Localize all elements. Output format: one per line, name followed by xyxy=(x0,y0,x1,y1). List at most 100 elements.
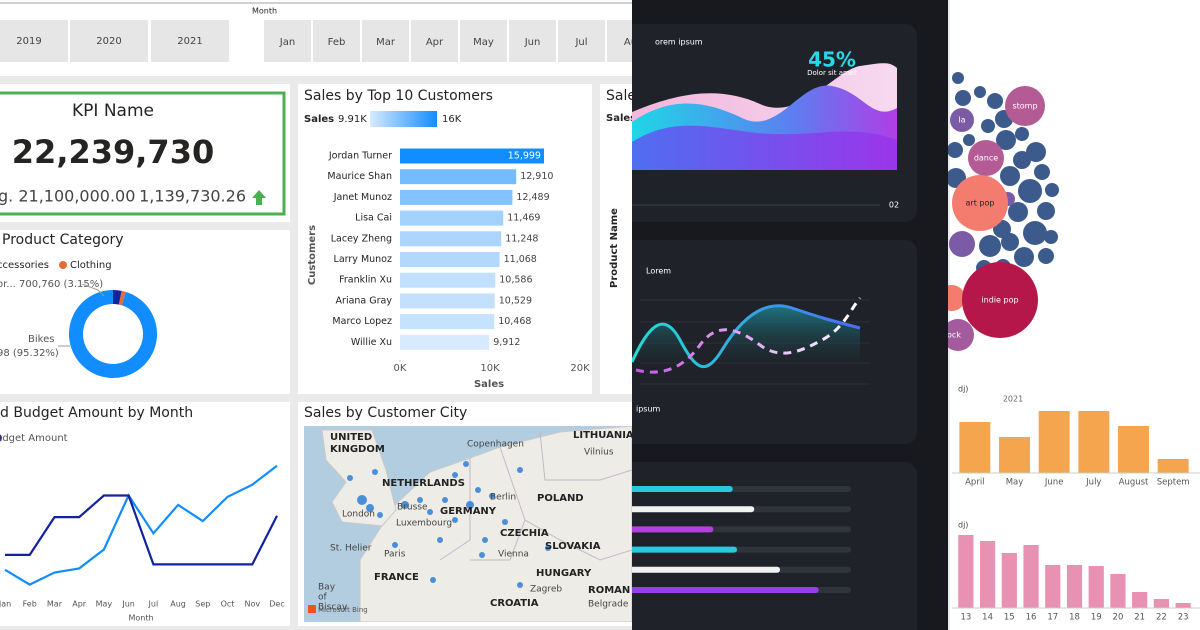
month-button[interactable] xyxy=(607,20,654,62)
month-button[interactable] xyxy=(509,20,556,62)
y-tick-label: Franklin Xu xyxy=(339,275,392,286)
map-label: Vienna xyxy=(498,550,529,560)
legend-gradient xyxy=(370,111,437,127)
map-title: Sales by Customer City xyxy=(304,405,467,421)
data-label: 10,586 xyxy=(499,275,532,286)
card-title: Lorem xyxy=(646,267,671,276)
x-tick-label: Jan xyxy=(0,600,11,609)
legend-marker xyxy=(0,434,2,442)
bar xyxy=(958,535,974,608)
bar xyxy=(1157,459,1189,473)
chart-subtitle: 2021 xyxy=(1003,395,1023,404)
month-button[interactable] xyxy=(411,20,458,62)
donut-slice xyxy=(118,290,126,306)
map-label: UNITED xyxy=(330,432,372,443)
cut-axis-label: Product Name xyxy=(609,208,620,288)
bar xyxy=(1118,426,1149,473)
x-tick-label: Jul xyxy=(148,600,159,609)
year-button[interactable] xyxy=(151,20,229,62)
kpi-difference: 1,139,730.26 xyxy=(139,187,246,206)
month-button[interactable] xyxy=(313,20,360,62)
chart-title: dj) xyxy=(958,521,968,530)
x-tick-label: 10K xyxy=(480,363,500,374)
month-label: Mar xyxy=(376,37,396,48)
map-label: London xyxy=(342,510,375,520)
x-tick-label: Mar xyxy=(47,600,63,609)
data-label: 11,469 xyxy=(507,213,540,224)
month-button[interactable] xyxy=(264,20,311,62)
year-button[interactable] xyxy=(0,20,68,62)
bubble-label: la xyxy=(958,116,965,125)
year-label: 2019 xyxy=(16,36,41,47)
x-tick-label: 13 xyxy=(960,613,971,623)
dashed-line xyxy=(635,297,862,374)
bubble xyxy=(962,262,1038,338)
map-label: Copenhagen xyxy=(467,440,524,450)
data-label: 11,068 xyxy=(504,254,537,265)
data-label: or... 700,760 (3.15%) xyxy=(0,279,103,290)
x-tick-label: May xyxy=(96,600,113,609)
bar xyxy=(400,314,495,330)
borders xyxy=(439,431,632,561)
month-button[interactable] xyxy=(362,20,409,62)
cut-card xyxy=(600,84,632,394)
month-button[interactable] xyxy=(460,20,507,62)
bar xyxy=(400,334,490,350)
bar xyxy=(1132,592,1148,608)
card-value: 45% xyxy=(808,48,856,72)
x-tick-label: June xyxy=(1044,478,1064,488)
map-label: of xyxy=(318,593,328,603)
powerbi-panel: 2019 2020 2021 Month Jan Feb Mar Apr May Jun Jul Au… xyxy=(0,0,654,630)
map-label: Bay xyxy=(318,583,336,593)
month-label: May xyxy=(473,37,494,48)
wave xyxy=(632,125,897,170)
map-label: LITHUANIA xyxy=(573,430,634,441)
card-footer: ipsum xyxy=(636,405,661,414)
kpi-value: 22,239,730 xyxy=(12,133,214,171)
purple-bubbles xyxy=(949,108,1015,257)
x-tick-label: Septem xyxy=(1157,478,1190,488)
month-slicer-title: Month xyxy=(252,7,277,16)
x-tick-label: August xyxy=(1119,478,1149,488)
month-button[interactable] xyxy=(558,20,605,62)
series-line xyxy=(4,464,278,586)
city-dots xyxy=(347,461,551,588)
x-axis-label: Month xyxy=(128,614,153,623)
map-label: Belgrade xyxy=(588,600,629,610)
bubble-label: stomp xyxy=(1012,102,1037,111)
progress-bar xyxy=(632,506,755,513)
bubble xyxy=(948,319,974,351)
x-tick-label: Sep xyxy=(195,600,210,609)
map-label: CZECHIA xyxy=(500,528,549,539)
x-tick-label: Feb xyxy=(23,600,37,609)
y-axis-label: Customers xyxy=(307,225,318,285)
map-label: Brusse xyxy=(397,503,428,513)
x-tick-label: 15 xyxy=(1004,613,1015,623)
x-tick-label: Dec xyxy=(269,600,284,609)
month-label: Apr xyxy=(426,37,444,48)
year-button[interactable] xyxy=(70,20,148,62)
map-label: SLOVAKIA xyxy=(545,541,601,552)
bar xyxy=(400,169,517,185)
cut-title: Sale xyxy=(606,88,636,104)
x-tick-label: 22 xyxy=(1156,613,1167,623)
y-tick-label: Ariana Gray xyxy=(336,295,393,306)
kpi-card xyxy=(0,84,290,222)
x-tick-label: May xyxy=(1006,478,1024,488)
data-label: 9,912 xyxy=(493,337,520,348)
kpi-border xyxy=(0,91,286,216)
bar xyxy=(959,422,991,473)
bar xyxy=(400,189,513,205)
progress-bar xyxy=(632,587,819,593)
year-label: 2020 xyxy=(96,36,121,47)
map-label: Luxembourg xyxy=(396,519,452,529)
y-tick-label: Maurice Shan xyxy=(327,171,392,182)
continent xyxy=(359,426,632,622)
map-label: Paris xyxy=(384,550,406,560)
chart-title: dj) xyxy=(958,385,968,394)
x-tick-label: Jun xyxy=(121,600,135,609)
donut-slice xyxy=(113,290,122,305)
line xyxy=(632,304,861,369)
